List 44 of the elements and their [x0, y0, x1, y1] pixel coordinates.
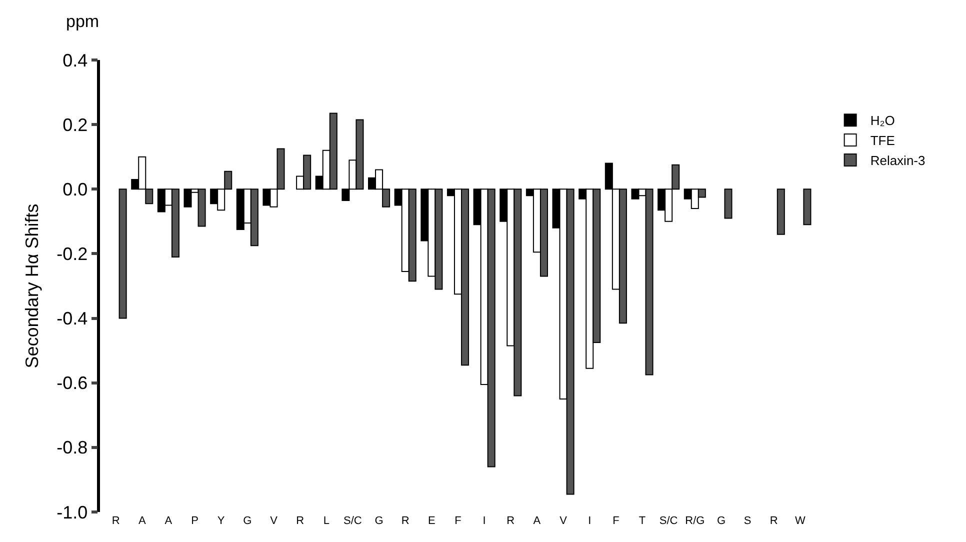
- y-axis-title: Secondary Hα Shifts: [22, 204, 42, 368]
- x-tick-label: A: [533, 515, 542, 527]
- y-tick-label: 0.2: [62, 114, 88, 135]
- bar: [803, 188, 812, 226]
- x-tick-label: A: [164, 515, 173, 527]
- x-tick-label: A: [138, 515, 146, 527]
- x-tick-label: V: [560, 515, 568, 527]
- x-tick-label: Y: [217, 515, 226, 527]
- x-tick-label: I: [588, 515, 592, 527]
- x-tick-label: R: [401, 515, 410, 527]
- x-tick-label: R: [296, 515, 304, 527]
- text: ppm: [66, 12, 100, 31]
- x-tick-label: R: [770, 515, 778, 527]
- y-tick-label: -0.8: [56, 438, 88, 458]
- x-tick-label: L: [323, 515, 330, 527]
- x-tick-label: R/G: [685, 515, 705, 527]
- x-tick-label: F: [454, 515, 462, 527]
- bar: [776, 188, 785, 235]
- legend-label: H₂O: [870, 113, 895, 128]
- y-tick-label: 0.4: [62, 50, 88, 70]
- y-tick-label: 0.0: [62, 179, 88, 200]
- x-tick-label: I: [482, 515, 486, 527]
- x-tick-label: G: [374, 515, 384, 527]
- x-tick-label: V: [270, 515, 278, 527]
- x-tick-label: G: [716, 515, 726, 527]
- x-tick-label: R: [112, 515, 120, 527]
- legend-label: TFE: [870, 133, 896, 148]
- x-tick-label: T: [638, 515, 646, 527]
- x-tick-label: S: [744, 515, 752, 527]
- x-tick-label: G: [243, 515, 252, 527]
- y-tick-label: -0.4: [56, 308, 88, 329]
- bar: [724, 188, 732, 219]
- x-tick-label: F: [612, 515, 620, 527]
- x-tick-label: R: [506, 515, 515, 527]
- x-tick-label: E: [428, 515, 436, 527]
- y-tick-label: -1.0: [56, 502, 88, 522]
- x-tick-label: S/C: [659, 515, 678, 527]
- x-tick-label: W: [795, 515, 806, 527]
- y-tick-label: -0.6: [56, 373, 88, 394]
- legend-label: Relaxin-3: [870, 153, 926, 168]
- y-tick-label: -0.2: [56, 244, 88, 264]
- x-tick-label: P: [191, 515, 198, 527]
- x-tick-label: S/C: [344, 515, 362, 527]
- bar: [118, 188, 127, 319]
